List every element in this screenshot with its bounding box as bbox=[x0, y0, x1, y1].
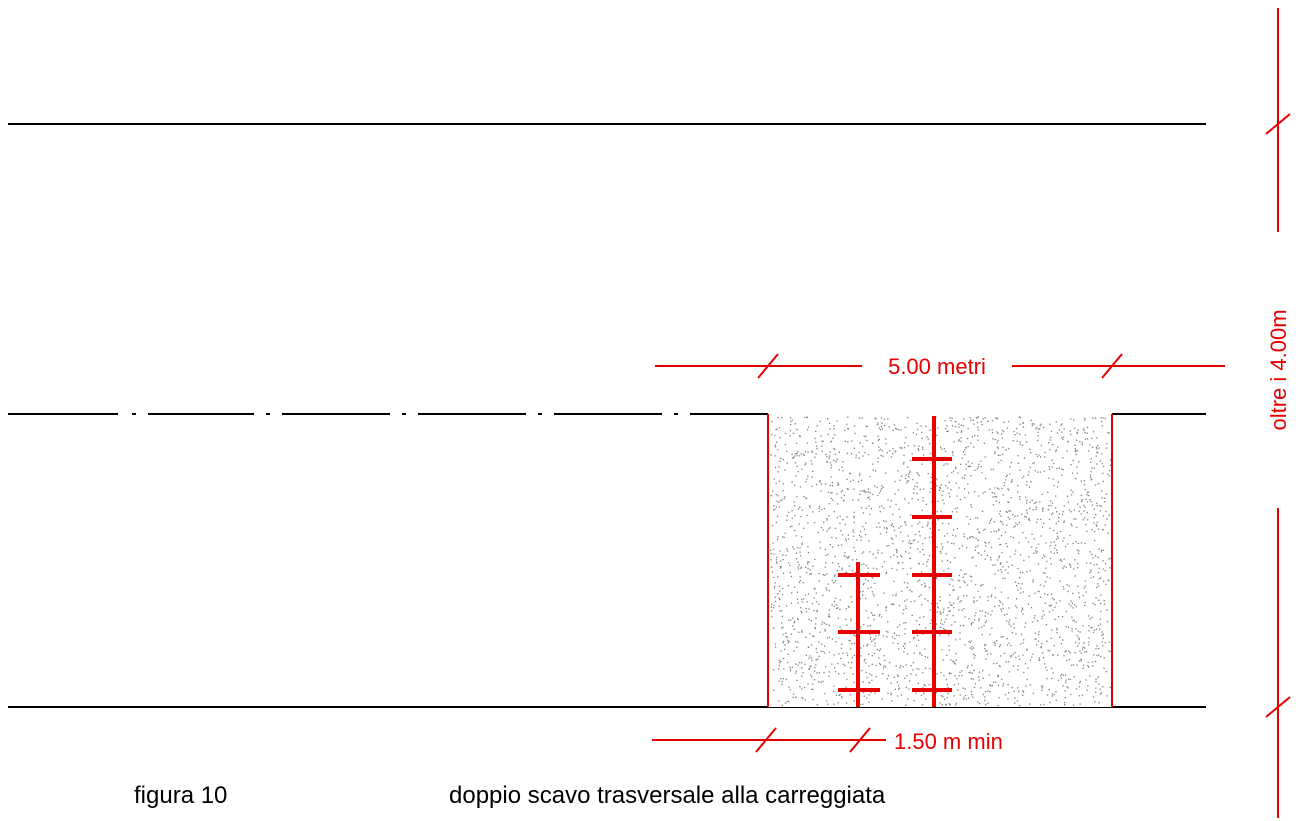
dimension-minimum-spacing bbox=[652, 727, 886, 753]
excavation-area bbox=[768, 414, 1112, 707]
dimension-road-width bbox=[1265, 8, 1291, 818]
figure-number: figura 10 bbox=[134, 782, 227, 809]
road-width-label: oltre i 4.00m bbox=[1266, 309, 1291, 430]
trench-line-left bbox=[838, 562, 880, 707]
dimension-excavation-width bbox=[655, 353, 1225, 379]
minimum-spacing-label: 1.50 m min bbox=[894, 729, 1003, 754]
figure-caption: doppio scavo trasversale alla carreggiat… bbox=[449, 782, 886, 809]
excavation-width-label: 5.00 metri bbox=[888, 354, 986, 379]
trench-line-right bbox=[912, 416, 952, 707]
